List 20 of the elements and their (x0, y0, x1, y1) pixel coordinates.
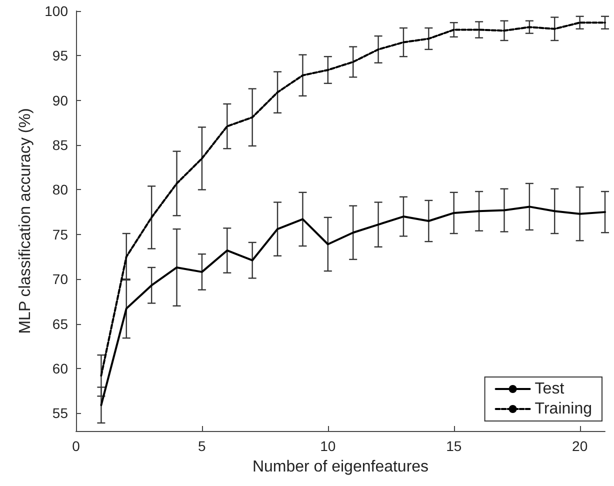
x-tick-label: 15 (446, 438, 462, 454)
y-tick-label: 90 (52, 92, 68, 108)
legend-label: Test (534, 380, 565, 398)
x-tick-label: 10 (320, 438, 336, 454)
x-tick-label: 0 (72, 438, 80, 454)
x-tick-label: 5 (198, 438, 206, 454)
y-tick-label: 85 (52, 137, 68, 154)
y-tick-label: 80 (52, 182, 68, 198)
x-tick-label: 20 (572, 438, 588, 454)
y-tick-label: 70 (52, 271, 68, 288)
y-tick-label: 100 (44, 3, 68, 19)
y-tick-label: 60 (52, 360, 68, 376)
y-axis-title: MLP classification accuracy (%) (17, 108, 34, 334)
y-tick-label: 55 (52, 405, 68, 422)
x-axis-title: Number of eigenfeatures (252, 458, 429, 476)
y-tick-label: 95 (52, 48, 68, 64)
legend-label: Training (534, 400, 592, 418)
line-series (100, 22, 606, 377)
y-tick-label: 65 (52, 316, 68, 332)
y-tick-label: 75 (52, 226, 68, 242)
